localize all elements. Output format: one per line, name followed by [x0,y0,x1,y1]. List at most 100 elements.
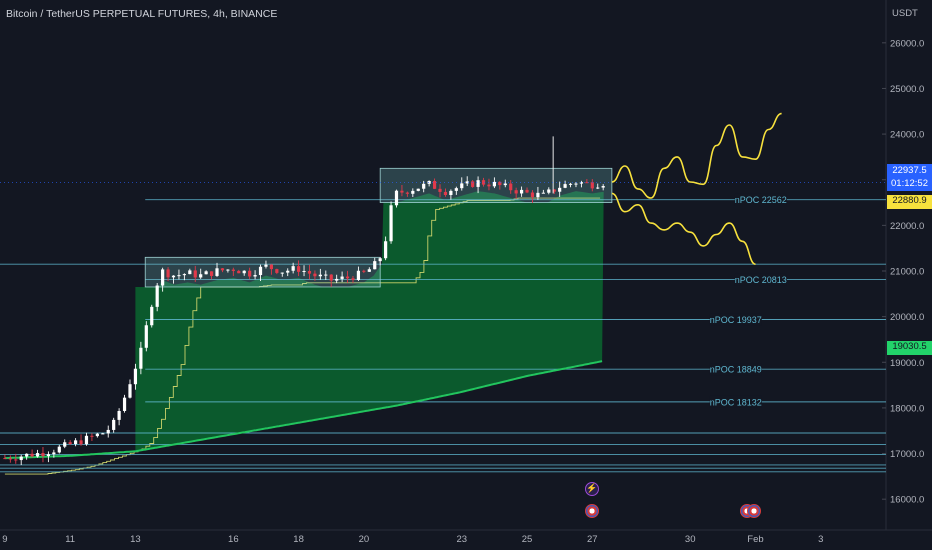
candle-body [356,270,361,281]
candle-body [90,435,94,437]
candle-body [601,186,605,188]
level-label: nPOC 20813 [735,275,787,285]
candle-body [400,190,404,193]
candle-body [171,275,176,278]
candle-body [427,181,431,184]
candle-body [253,275,257,277]
candle-body [35,453,40,457]
candle-body [443,191,448,196]
candle-body [585,182,589,184]
candle-body [258,266,263,276]
candle-body [209,271,214,276]
candle-body [30,453,34,457]
candle-body [422,183,426,189]
candle-body [367,269,371,272]
candle-body [101,433,105,435]
level-label-bg [709,313,762,326]
candle-body [536,192,540,198]
x-tick-label: 23 [456,534,467,545]
candle-body [492,181,496,187]
y-tick-label: 18000.0 [890,403,924,414]
candle-body [161,269,165,286]
candle-body [84,435,89,445]
x-tick-label: 18 [293,534,304,545]
candle-body [579,182,584,184]
candle-body [57,446,61,453]
candle-body [220,268,225,271]
candle-body [3,458,7,460]
candle-body [487,184,491,187]
candle-body [25,453,29,457]
candle-body [449,190,453,196]
candle-body [345,276,350,279]
current-price: 22937.5 [892,165,927,176]
candle-body [324,274,328,276]
candle-body [416,188,420,191]
candle-body [329,274,333,281]
candle-body [291,266,295,271]
y-tick-label: 19000.0 [890,358,924,369]
level-label: nPOC 19937 [710,315,762,325]
candle-body [237,270,241,274]
candle-body [378,258,382,262]
candle-body [150,306,154,326]
candle-body [525,189,529,193]
projection-curve [611,112,782,199]
candle-body [411,190,415,194]
candle-body [193,270,197,278]
candle-body [14,459,18,461]
candle-body [199,274,203,278]
y-tick-label: 25000.0 [890,84,924,95]
symbol-title[interactable]: Bitcoin / TetherUS PERPETUAL FUTURES, 4h… [6,8,278,20]
candle-body [503,183,507,186]
candle-body [465,181,469,184]
y-tick-label: 22000.0 [890,221,924,232]
candle-body [79,440,83,445]
candle-body [264,264,268,267]
candle-body [133,368,138,385]
candle-body [438,188,442,192]
lightning-event-icon[interactable]: ⚡ [585,482,599,496]
candle-body [52,452,56,455]
candle-body [95,433,99,437]
x-tick-label: 9 [2,534,7,545]
candle-body [481,180,486,185]
candle-body [144,325,148,348]
x-tick-label: 11 [65,534,75,545]
candle-body [563,184,567,188]
candle-body [8,458,12,460]
candle-body [139,347,143,369]
level-label: nPOC 18849 [710,365,762,375]
candle-body [128,384,132,398]
candle-body [106,429,110,434]
candle-body [74,440,78,445]
candle-body [351,278,355,281]
candle-body [476,180,480,187]
candle-body [471,181,475,187]
candle-body [519,189,524,194]
candle-body [307,271,312,274]
candle-body [112,419,116,430]
level-label-bg [734,273,787,286]
y-tick-label: 17000.0 [890,449,924,460]
currency-label[interactable]: USDT [892,8,918,19]
candle-body [166,269,170,278]
candle-body [182,274,186,276]
us-flag-event-icon[interactable] [747,504,761,518]
candle-body [340,276,344,279]
candle-body [122,397,127,411]
projection-curve [611,192,756,265]
volume-profile-area [135,191,604,452]
vwap-line [4,360,603,460]
candle-body [335,278,339,281]
us-flag-event-icon[interactable] [585,504,599,518]
y-tick-label: 24000.0 [890,130,924,141]
level-label-bg [709,363,762,376]
level-label: nPOC 22562 [735,195,787,205]
candle-body [460,183,464,189]
x-tick-label: 3 [818,534,823,545]
candle-body [275,269,279,273]
candle-body [204,271,208,275]
y-tick-label: 21000.0 [890,267,924,278]
